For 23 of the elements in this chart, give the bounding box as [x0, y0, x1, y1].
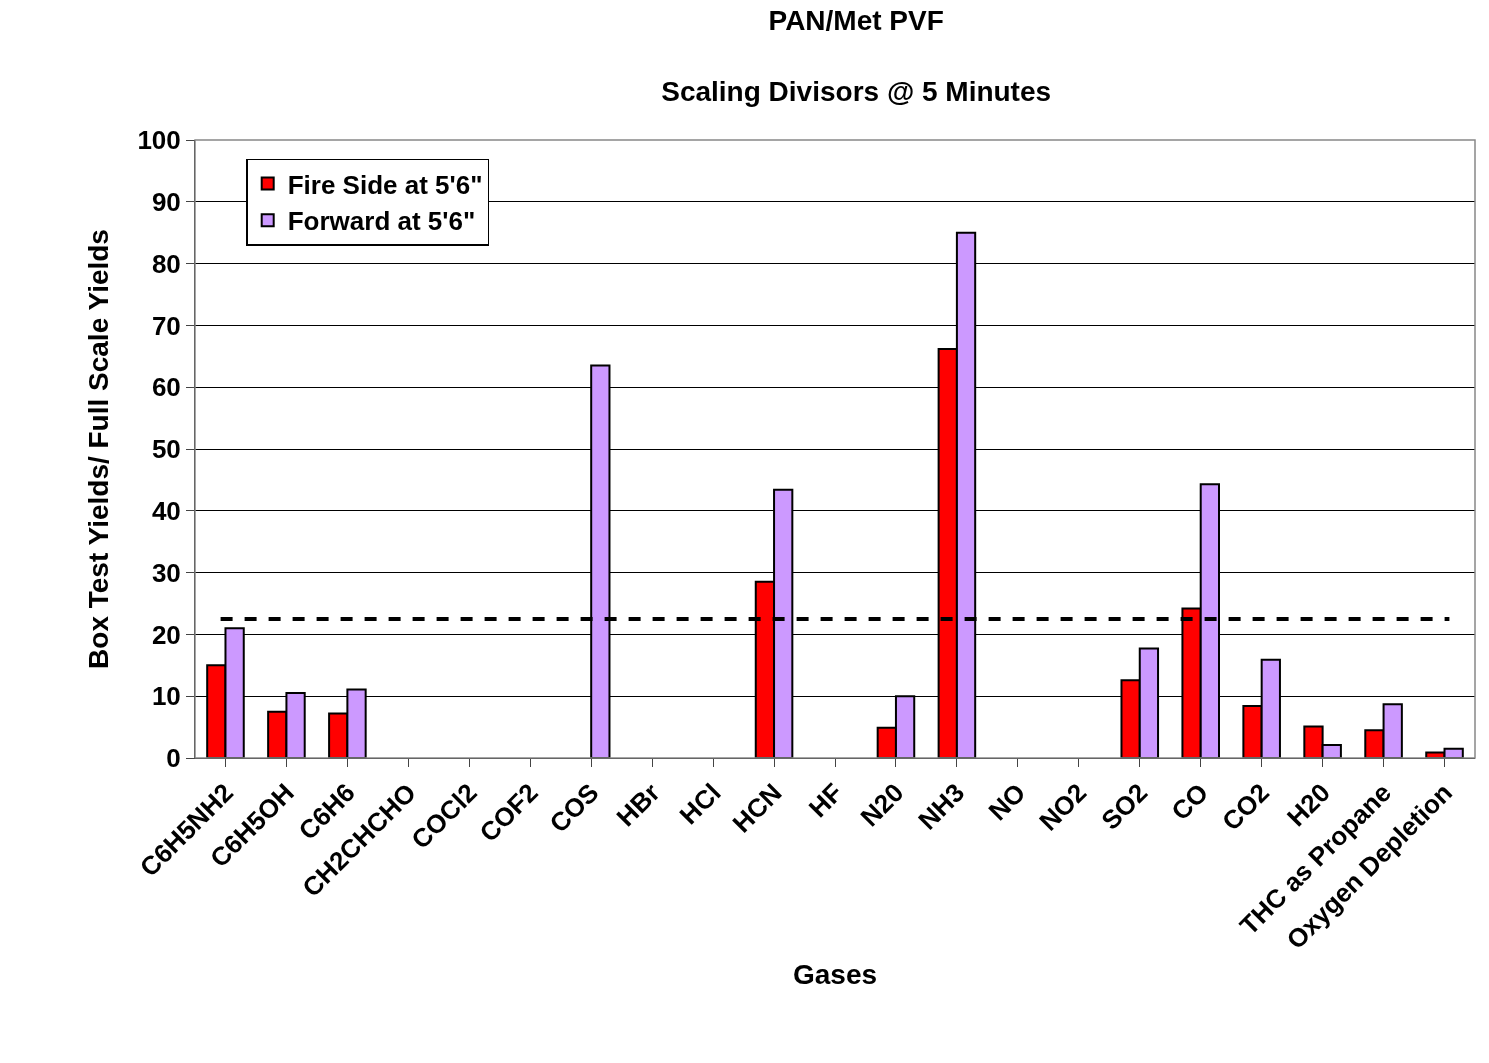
y-tick-label: 10 — [151, 681, 181, 712]
y-tick-label: 20 — [151, 619, 181, 650]
y-tick-label: 30 — [151, 557, 181, 588]
legend-label: Forward at 5'6" — [287, 206, 476, 237]
x-axis-title: Gases — [792, 959, 878, 991]
chart-subtitle: Scaling Divisors @ 5 Minutes — [661, 75, 1052, 107]
x-tick-label: HBr — [610, 777, 666, 833]
y-tick-label: 90 — [151, 186, 181, 217]
y-tick-label: 50 — [151, 434, 181, 465]
y-tick-label: 80 — [151, 248, 181, 279]
y-tick-label: 40 — [151, 495, 181, 526]
x-tick-label: N20 — [854, 777, 910, 833]
y-tick-label: 0 — [166, 743, 181, 774]
x-tick-label: HCl — [673, 777, 727, 831]
legend-label: Fire Side at 5'6" — [287, 169, 483, 200]
y-axis-title: Box Test Yields/ Full Scale Yields — [83, 229, 115, 669]
y-tick-label: 100 — [137, 125, 181, 156]
x-tick-label: HF — [802, 777, 849, 824]
chart-title: PAN/Met PVF — [768, 5, 944, 37]
y-tick-label: 70 — [151, 310, 181, 341]
x-tick-label: NO — [982, 777, 1032, 827]
y-tick-label: 60 — [151, 372, 181, 403]
x-tick-label: CO — [1165, 777, 1215, 827]
